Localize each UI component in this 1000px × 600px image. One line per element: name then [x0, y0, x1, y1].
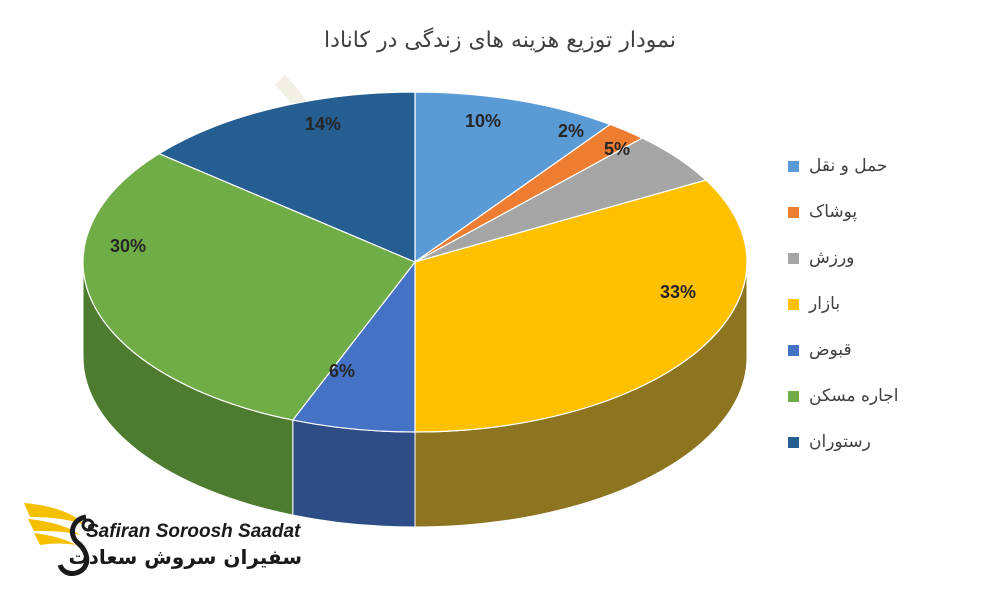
- legend-item-2: ورزش: [788, 235, 958, 281]
- legend-label-6: رستوران: [809, 432, 871, 452]
- pie-slice-3: [414, 179, 748, 433]
- pie-slice-0: [414, 91, 612, 264]
- legend-label-0: حمل و نقل: [809, 156, 888, 176]
- pie-tops: [82, 91, 748, 433]
- legend-label-3: بازار: [809, 294, 841, 314]
- legend-item-3: بازار: [788, 281, 958, 327]
- legend-swatch-5: [788, 390, 799, 402]
- pie-data-label-6: 14%: [305, 114, 341, 134]
- pie-data-label-1: 2%: [558, 121, 584, 141]
- brand-logo: Safiran Soroosh Saadat سفیران سروش سعادت: [20, 495, 303, 585]
- legend-item-1: پوشاک: [788, 189, 958, 235]
- pie-slice-6: [157, 91, 416, 263]
- legend-swatch-4: [788, 344, 799, 356]
- wing-s-logo-icon: [24, 503, 95, 576]
- pie-slice-5: [82, 152, 416, 421]
- pie-side-4: [292, 419, 416, 528]
- chart-legend: حمل و نقل پوشاک ورزش بازار قبوض اجاره مسکن رست…: [788, 143, 958, 465]
- pie-data-labels: 10% 2% 5% 33% 6% 30% 14%: [110, 111, 696, 381]
- pie-data-label-3: 33%: [660, 282, 696, 302]
- legend-item-6: رستوران: [788, 419, 958, 465]
- pie-data-label-4: 6%: [329, 361, 355, 381]
- legend-label-1: پوشاک: [809, 202, 858, 222]
- brand-name-persian: سفیران سروش سعادت: [68, 545, 303, 569]
- pie-slice-4: [291, 260, 416, 433]
- legend-item-5: اجاره مسکن: [788, 373, 958, 419]
- legend-swatch-1: [788, 206, 799, 218]
- legend-label-5: اجاره مسکن: [809, 386, 899, 406]
- pie-data-label-5: 30%: [110, 236, 146, 256]
- legend-swatch-3: [788, 298, 799, 310]
- legend-swatch-2: [788, 252, 799, 264]
- brand-name-english: Safiran Soroosh Saadat: [86, 521, 301, 542]
- legend-label-2: ورزش: [809, 248, 855, 268]
- legend-label-4: قبوض: [809, 340, 852, 360]
- legend-swatch-6: [788, 436, 799, 448]
- legend-item-4: قبوض: [788, 327, 958, 373]
- legend-item-0: حمل و نقل: [788, 143, 958, 189]
- chart-title: نمودار توزیع هزینه های زندگی در کانادا: [324, 28, 676, 53]
- pie-data-label-0: 10%: [465, 111, 501, 131]
- legend-swatch-0: [788, 160, 799, 172]
- pie-data-label-2: 5%: [604, 139, 630, 159]
